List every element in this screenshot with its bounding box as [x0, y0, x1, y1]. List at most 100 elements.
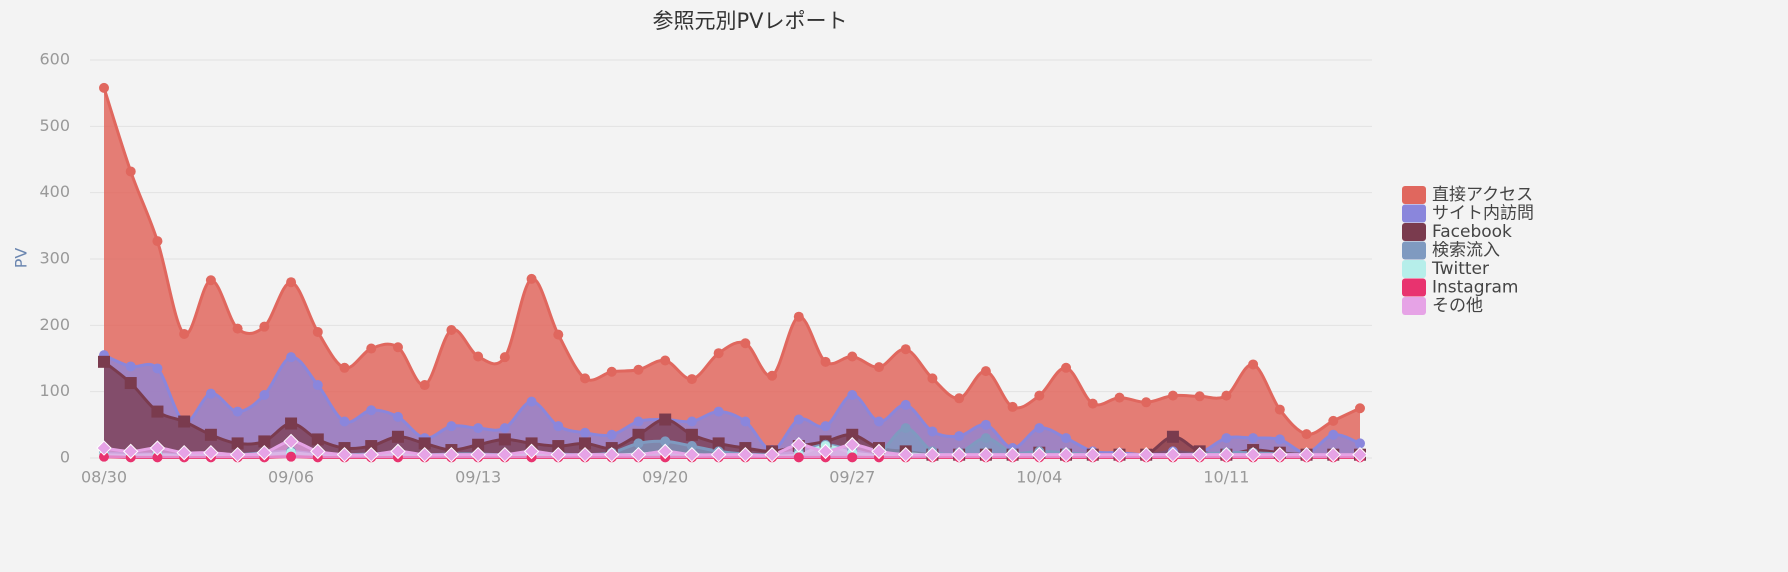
marker [123, 443, 139, 460]
marker [553, 329, 564, 340]
y-tick-label: 300 [39, 249, 70, 268]
marker [1298, 446, 1315, 463]
marker [366, 343, 377, 354]
marker [392, 342, 403, 353]
marker [312, 326, 323, 337]
marker [897, 446, 914, 463]
marker [1085, 446, 1101, 463]
marker [1114, 392, 1125, 403]
marker [713, 406, 724, 417]
marker [1167, 390, 1178, 401]
marker [900, 399, 911, 410]
marker [686, 441, 697, 452]
marker [229, 446, 246, 463]
y-tick-label: 400 [39, 182, 70, 201]
x-tick-label: 09/20 [642, 468, 688, 487]
marker [499, 423, 510, 434]
marker [96, 440, 112, 456]
marker [125, 166, 136, 177]
marker [1274, 404, 1285, 415]
marker [390, 443, 406, 460]
marker [472, 438, 485, 451]
marker [1087, 398, 1098, 409]
x-tick-label: 09/06 [268, 468, 314, 487]
marker [149, 440, 166, 456]
marker [339, 416, 350, 427]
marker [659, 413, 672, 426]
marker [1004, 446, 1021, 463]
y-tick-label: 100 [39, 381, 70, 400]
marker [924, 446, 941, 463]
legend-label: Instagram [1432, 278, 1519, 298]
marker [1061, 433, 1072, 444]
marker [392, 411, 403, 422]
marker [1272, 446, 1288, 463]
marker [473, 351, 484, 362]
marker [286, 277, 297, 288]
marker [552, 440, 565, 453]
marker [685, 428, 698, 441]
legend-label: その他 [1432, 296, 1483, 316]
marker [259, 321, 270, 332]
marker [446, 324, 457, 335]
marker [179, 328, 190, 339]
marker [443, 446, 460, 463]
marker [873, 416, 884, 427]
marker [283, 433, 299, 450]
marker [606, 429, 617, 440]
marker [366, 405, 377, 416]
marker [844, 437, 860, 453]
marker [259, 389, 270, 400]
marker [871, 443, 887, 460]
marker [473, 423, 484, 434]
marker [231, 437, 244, 450]
marker [684, 446, 700, 463]
marker [1301, 429, 1312, 440]
marker [927, 373, 938, 384]
marker [900, 423, 911, 434]
marker [793, 311, 804, 322]
chart-title: 参照元別PVレポート [652, 9, 847, 33]
marker [632, 428, 645, 441]
marker [498, 433, 511, 446]
marker [232, 323, 243, 334]
marker [205, 275, 216, 286]
legend-label: 検索流入 [1432, 241, 1500, 261]
marker [1166, 430, 1179, 443]
marker [98, 355, 110, 368]
marker [900, 344, 911, 355]
legend-swatch [1402, 260, 1426, 278]
marker [526, 396, 537, 407]
marker [499, 352, 510, 363]
marker [176, 444, 192, 461]
marker [954, 393, 965, 404]
marker [978, 446, 994, 463]
marker [205, 388, 216, 399]
marker [446, 421, 457, 432]
y-axis-label: PV [12, 248, 31, 269]
marker [311, 433, 324, 446]
marker [1274, 434, 1285, 445]
area [104, 355, 1360, 458]
marker [363, 446, 379, 463]
marker [820, 356, 831, 367]
marker [633, 364, 644, 375]
marker [553, 421, 564, 432]
x-tick-label: 08/30 [81, 468, 127, 487]
marker [1328, 415, 1339, 426]
marker [660, 436, 671, 447]
marker [1058, 446, 1074, 463]
area [104, 361, 1360, 458]
marker [152, 363, 163, 374]
legend-label: Facebook [1432, 222, 1512, 242]
marker [178, 415, 191, 428]
marker [1218, 446, 1235, 463]
marker [847, 351, 858, 362]
marker [1221, 433, 1232, 444]
marker [286, 451, 297, 462]
legend-swatch [1402, 278, 1426, 297]
marker [1352, 446, 1368, 463]
marker [1061, 362, 1072, 373]
marker [418, 437, 431, 450]
